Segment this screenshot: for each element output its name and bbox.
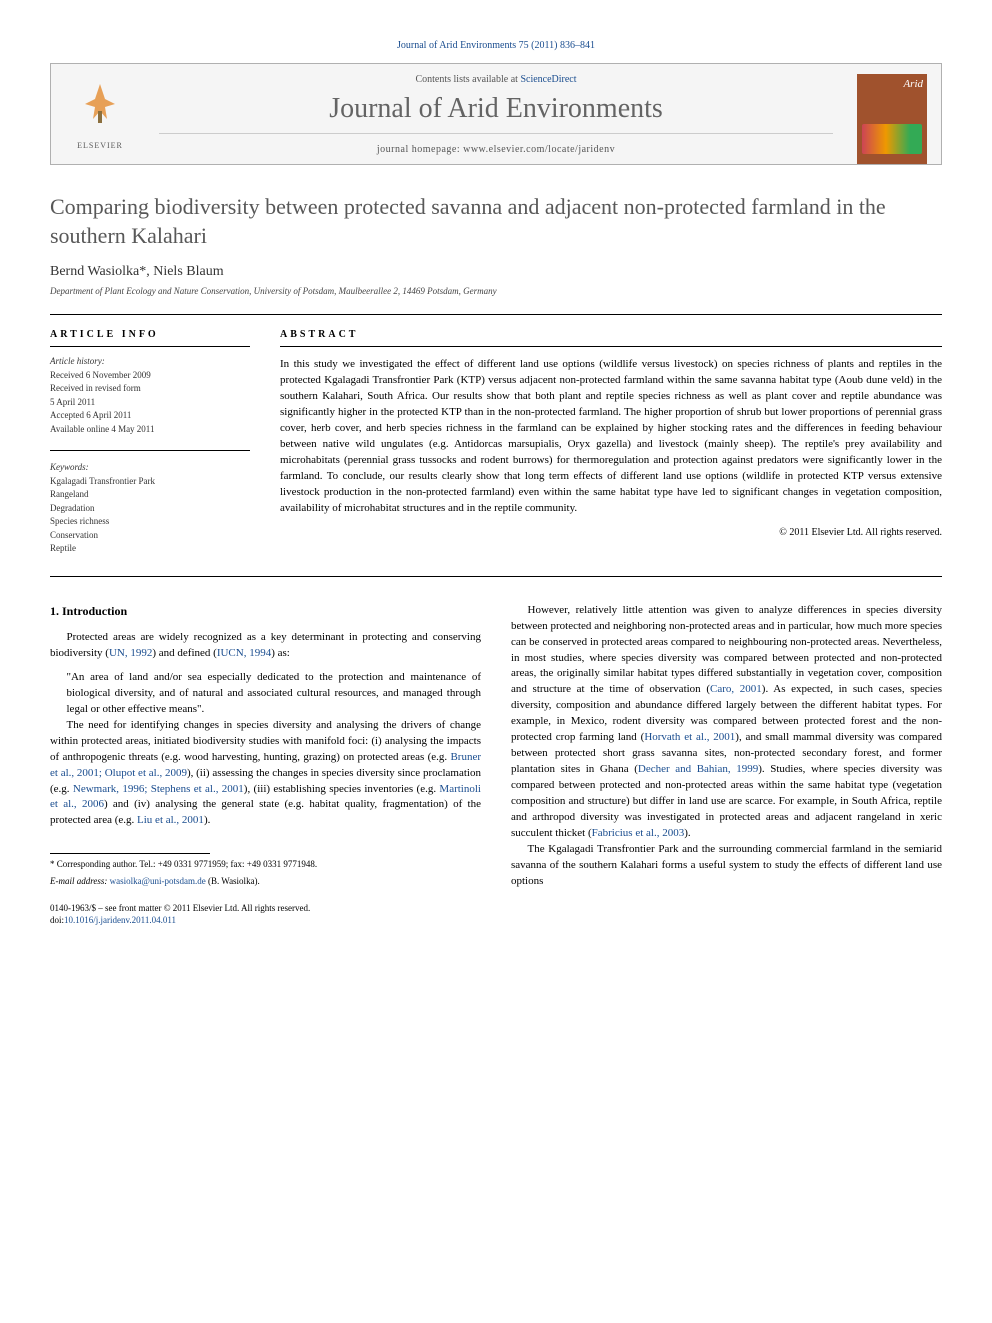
col2-p1-e: ). xyxy=(684,827,690,839)
article-title: Comparing biodiversity between protected… xyxy=(50,193,942,250)
revised-line2: 5 April 2011 xyxy=(50,396,250,410)
col2-p2: The Kgalagadi Transfrontier Park and the… xyxy=(511,842,942,890)
received-date: Received 6 November 2009 xyxy=(50,369,250,383)
intro-p2-c: ), (iii) establishing species inventorie… xyxy=(244,783,440,795)
publisher-name: ELSEVIER xyxy=(77,141,123,150)
body-column-left: 1. Introduction Protected areas are wide… xyxy=(50,603,481,927)
homepage-prefix: journal homepage: xyxy=(377,144,463,155)
col2-p1-a: However, relatively little attention was… xyxy=(511,604,942,696)
citation-line: Journal of Arid Environments 75 (2011) 8… xyxy=(50,40,942,51)
front-matter-line: 0140-1963/$ – see front matter © 2011 El… xyxy=(50,902,481,915)
ref-decher[interactable]: Decher and Bahian, 1999 xyxy=(638,763,758,775)
keyword: Degradation xyxy=(50,502,250,516)
email-footnote: E-mail address: wasiolka@uni-potsdam.de … xyxy=(50,875,481,888)
ref-caro[interactable]: Caro, 2001 xyxy=(710,683,762,695)
cover-short-title: Arid xyxy=(903,78,923,90)
abstract-text: In this study we investigated the effect… xyxy=(280,357,942,516)
ref-newmark-stephens[interactable]: Newmark, 1996; Stephens et al., 2001 xyxy=(73,783,244,795)
keyword: Conservation xyxy=(50,529,250,543)
intro-p1-c: ) as: xyxy=(271,647,290,659)
abstract-copyright: © 2011 Elsevier Ltd. All rights reserved… xyxy=(280,527,942,538)
cover-map-graphic xyxy=(862,124,922,154)
ref-iucn-1994[interactable]: IUCN, 1994 xyxy=(217,647,271,659)
iucn-definition-quote: "An area of land and/or sea especially d… xyxy=(67,670,482,718)
intro-p2-a: The need for identifying changes in spec… xyxy=(50,719,481,763)
journal-cover-thumbnail: Arid xyxy=(857,74,927,164)
history-label: Article history: xyxy=(50,355,250,369)
keyword: Rangeland xyxy=(50,488,250,502)
doi-link[interactable]: 10.1016/j.jaridenv.2011.04.011 xyxy=(64,915,176,925)
elsevier-tree-icon xyxy=(75,79,125,139)
sciencedirect-link[interactable]: ScienceDirect xyxy=(520,74,576,85)
keyword: Species richness xyxy=(50,515,250,529)
email-label: E-mail address: xyxy=(50,876,110,886)
contents-prefix: Contents lists available at xyxy=(415,74,520,85)
keywords-label: Keywords: xyxy=(50,461,250,475)
accepted-date: Accepted 6 April 2011 xyxy=(50,409,250,423)
intro-p2-d: ) and (iv) analysing the general state (… xyxy=(50,798,481,826)
email-suffix: (B. Wasiolka). xyxy=(206,876,260,886)
intro-p1-b: ) and defined ( xyxy=(152,647,216,659)
journal-header: ELSEVIER Contents lists available at Sci… xyxy=(50,63,942,165)
keyword: Reptile xyxy=(50,542,250,556)
body-column-right: However, relatively little attention was… xyxy=(511,603,942,927)
ref-fabricius[interactable]: Fabricius et al., 2003 xyxy=(592,827,685,839)
contents-available: Contents lists available at ScienceDirec… xyxy=(145,74,847,85)
journal-homepage: journal homepage: www.elsevier.com/locat… xyxy=(145,144,847,155)
revised-line1: Received in revised form xyxy=(50,382,250,396)
footnote-separator xyxy=(50,853,210,854)
article-info-heading: ARTICLE INFO xyxy=(50,329,250,347)
elsevier-logo: ELSEVIER xyxy=(65,74,135,154)
corresponding-author-note: * Corresponding author. Tel.: +49 0331 9… xyxy=(50,858,481,871)
journal-title: Journal of Arid Environments xyxy=(145,93,847,125)
doi-prefix: doi: xyxy=(50,915,64,925)
intro-p2-e: ). xyxy=(204,814,210,826)
online-date: Available online 4 May 2011 xyxy=(50,423,250,437)
article-info-sidebar: ARTICLE INFO Article history: Received 6… xyxy=(50,329,250,556)
section-1-heading: 1. Introduction xyxy=(50,603,481,620)
abstract-heading: ABSTRACT xyxy=(280,329,942,347)
ref-un-1992[interactable]: UN, 1992 xyxy=(109,647,152,659)
affiliation: Department of Plant Ecology and Nature C… xyxy=(50,286,942,296)
ref-horvath[interactable]: Horvath et al., 2001 xyxy=(644,731,735,743)
ref-liu[interactable]: Liu et al., 2001 xyxy=(137,814,204,826)
homepage-url: www.elsevier.com/locate/jaridenv xyxy=(463,144,615,155)
abstract-section: ABSTRACT In this study we investigated t… xyxy=(280,329,942,556)
keyword: Kgalagadi Transfrontier Park xyxy=(50,475,250,489)
authors: Bernd Wasiolka*, Niels Blaum xyxy=(50,264,942,280)
author-email-link[interactable]: wasiolka@uni-potsdam.de xyxy=(110,876,206,886)
